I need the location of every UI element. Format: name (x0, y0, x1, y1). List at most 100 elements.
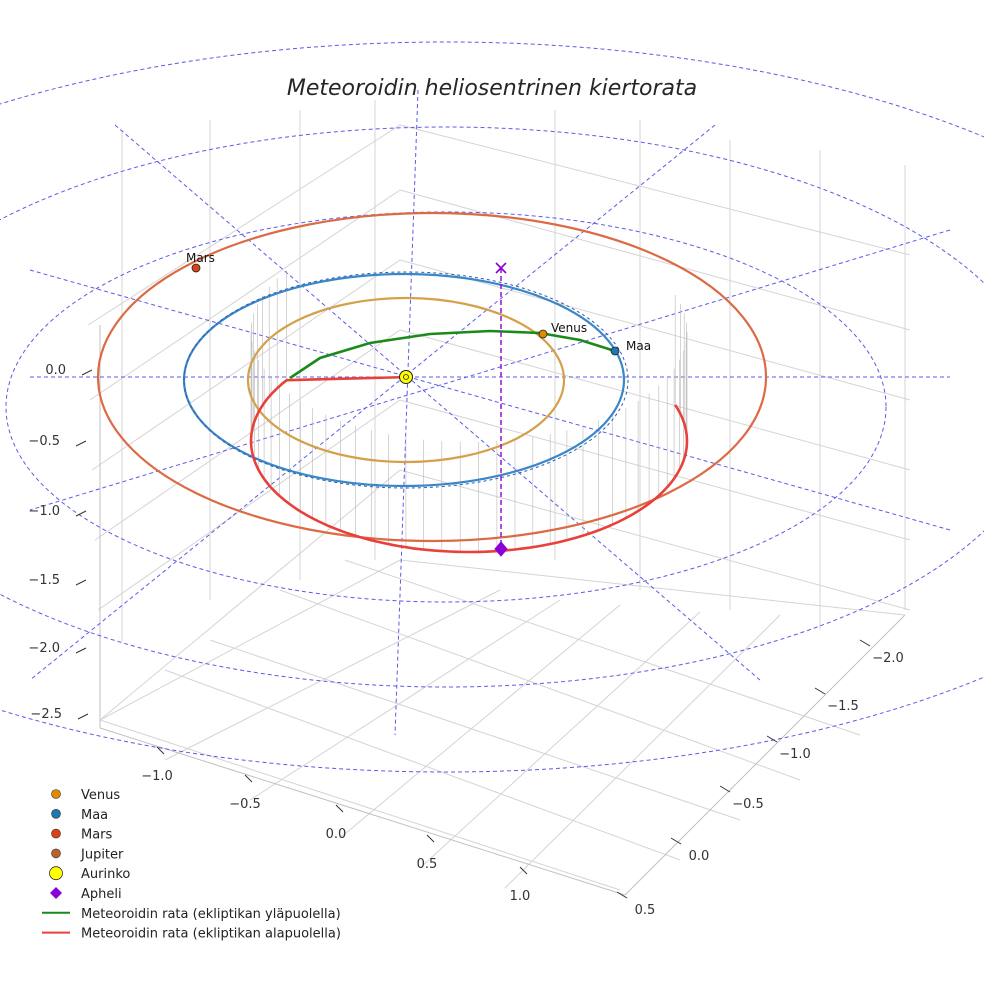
z-tick-mark (75, 510, 87, 517)
orbit-maa-dashed (183, 271, 629, 489)
orbit-venus (246, 296, 566, 464)
meteoroid-orbit-above (289, 329, 616, 380)
x-tick-label: 0.0 (326, 827, 347, 842)
z-tick-label: −1.0 (28, 504, 60, 519)
pane-grid-line (399, 124, 911, 256)
ecliptic-ring (0, 126, 984, 688)
aphelion-marker (494, 541, 508, 557)
planet-mars (191, 263, 201, 273)
pane-grid-line (97, 399, 401, 611)
pane-grid-line (399, 469, 911, 611)
pane-grid-line (504, 614, 781, 889)
y-tick-label: −2.0 (872, 651, 904, 666)
pane-grid (87, 100, 911, 896)
y-tick-label: −1.5 (827, 699, 859, 714)
pane-grid-line (279, 589, 801, 781)
z-tick-label: −0.5 (28, 434, 60, 449)
pane-grid-line (399, 399, 911, 541)
z-tick-label: −2.0 (28, 641, 60, 656)
planet-venus (538, 329, 548, 339)
x-tick-mark (156, 746, 165, 755)
pane-grid-line (164, 669, 681, 861)
pane-grid-line (99, 719, 621, 891)
legend-marker (51, 808, 61, 819)
ecliptic-spoke (29, 229, 951, 511)
meteoroid-orbit-below (249, 375, 689, 554)
x-tick-mark (335, 804, 344, 813)
legend-marker (51, 848, 61, 859)
y-tick-mark (859, 639, 871, 647)
y-tick-label: −1.0 (779, 747, 811, 762)
drop-lines (250, 270, 688, 552)
pane-grid-line (91, 259, 401, 471)
y-tick-mark (616, 891, 628, 899)
z-tick-mark (75, 647, 87, 654)
x-tick-mark (244, 774, 253, 783)
x-tick-mark (426, 834, 435, 843)
legend-label: Maa (81, 808, 108, 823)
pane-grid-line (209, 639, 741, 821)
axis-ticks: 0.0 −0.5 −1.0 −1.5 −2.0 −2.5 −1.0 −0.5 0.0 0.5 1.0… (28, 363, 903, 918)
legend: Venus Maa Mars Jupiter Aurinko Apheli Meteoroi… (42, 788, 341, 942)
markers: Venus Maa Mars (186, 251, 651, 557)
legend-marker (50, 887, 62, 899)
legend-label: Meteoroidin rata (ekliptikan yläpuolella… (81, 907, 341, 922)
z-tick-mark (75, 579, 87, 586)
planet-label-mars: Mars (186, 251, 215, 265)
sun-core (403, 374, 409, 380)
pane-grid-line (419, 611, 701, 869)
legend-marker (49, 866, 63, 881)
y-tick-mark (766, 735, 778, 743)
y-tick-label: 0.5 (635, 903, 656, 918)
planet-maa (610, 346, 620, 356)
z-tick-label: −1.5 (28, 573, 60, 588)
sun-marker (399, 370, 413, 384)
pane-grid-line (87, 124, 401, 326)
pane-grid-line (164, 589, 501, 761)
x-tick-label: 1.0 (510, 889, 531, 904)
ecliptic-ring (0, 41, 984, 773)
pane-grid-line (89, 189, 401, 401)
y-tick-mark (814, 687, 826, 695)
ecliptic-grid (0, 41, 984, 773)
pane-grid-line (99, 559, 401, 721)
orbits (96, 211, 768, 554)
legend-label: Mars (81, 828, 113, 843)
x-tick-mark (519, 866, 528, 875)
ecliptic-spoke (29, 269, 951, 531)
z-tick-mark (81, 369, 93, 376)
legend-label: Jupiter (80, 847, 124, 862)
box-edge (624, 614, 906, 896)
orbit-maa (182, 272, 626, 488)
ecliptic-ring (5, 211, 887, 603)
pane-grid-line (399, 259, 911, 401)
ecliptic-spoke (114, 124, 761, 681)
pane-grid-line (344, 559, 861, 736)
x-tick-label: 0.5 (417, 857, 438, 872)
y-tick-label: −0.5 (732, 797, 764, 812)
pane-grid-line (249, 599, 561, 801)
pane-grid-line (399, 329, 911, 471)
orbit-mars (96, 211, 768, 543)
y-tick-label: 0.0 (689, 849, 710, 864)
ecliptic-spoke (394, 89, 419, 736)
legend-marker (51, 828, 61, 839)
pane-grid-line (94, 329, 401, 541)
x-tick-label: −1.0 (141, 769, 173, 784)
legend-label: Meteoroidin rata (ekliptikan alapuolella… (81, 927, 341, 942)
pane-grid-line (399, 189, 911, 331)
planet-label-maa: Maa (626, 339, 651, 353)
z-tick-mark (77, 713, 89, 720)
z-tick-label: −2.5 (30, 707, 62, 722)
pane-grid-line (339, 604, 621, 839)
chart-title: Meteoroidin heliosentrinen kiertorata (287, 76, 697, 101)
legend-marker (51, 789, 61, 799)
legend-label: Aurinko (81, 867, 130, 882)
legend-label: Apheli (81, 887, 122, 902)
z-tick-label: 0.0 (45, 363, 66, 378)
x-tick-label: −0.5 (229, 797, 261, 812)
pane-grid-line (99, 469, 401, 721)
y-tick-mark (670, 837, 682, 845)
y-tick-mark (719, 785, 731, 793)
